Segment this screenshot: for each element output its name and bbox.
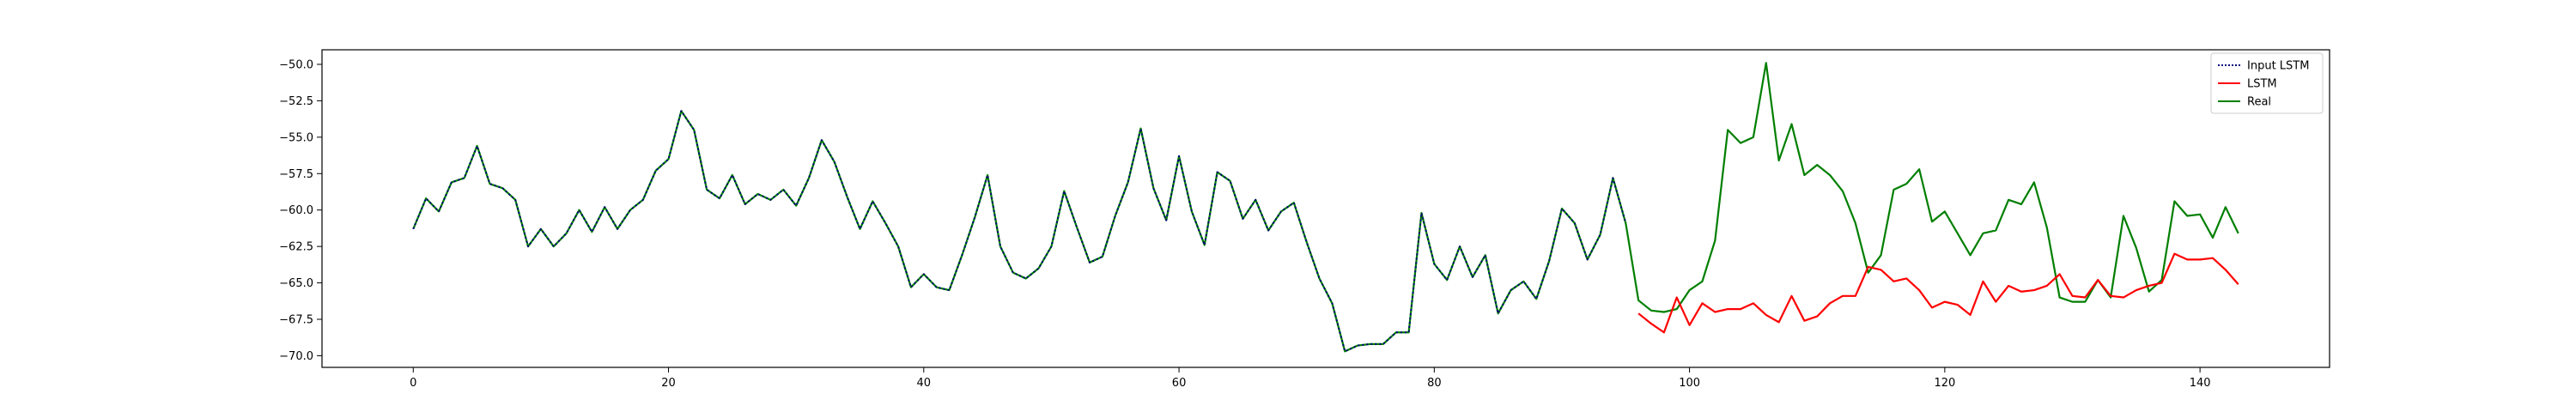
y-tick-label: −60.0 — [279, 204, 313, 217]
x-tick-label: 0 — [410, 377, 416, 390]
legend-label: Input LSTM — [2247, 60, 2309, 73]
x-tick-label: 60 — [1172, 377, 1187, 390]
series-line-real — [412, 62, 2239, 353]
y-tick-label: −62.5 — [279, 241, 313, 254]
y-tick-label: −50.0 — [279, 58, 313, 71]
legend-label: Real — [2247, 96, 2271, 109]
series-layer — [412, 62, 2239, 353]
series-line-input-lstm — [412, 110, 1627, 353]
x-tick-label: 120 — [1934, 377, 1955, 390]
x-tick-label: 140 — [2190, 377, 2211, 390]
legend: Input LSTM LSTM Real — [2210, 52, 2324, 114]
x-tick-label: 20 — [661, 377, 676, 390]
x-tick-label: 100 — [1679, 377, 1700, 390]
series-line-lstm — [1637, 252, 2239, 334]
y-tick-label: −65.0 — [279, 277, 313, 290]
y-tick-label: −57.5 — [279, 168, 313, 181]
y-tick-label: −67.5 — [279, 313, 313, 326]
axes-frame — [321, 49, 2330, 368]
x-tick-label: 80 — [1427, 377, 1442, 390]
axes-background — [322, 50, 2330, 367]
x-axis: 0 20 40 60 80 100 120 140 — [410, 367, 2211, 390]
y-tick-label: −52.5 — [279, 95, 313, 108]
y-tick-label: −55.0 — [279, 131, 313, 144]
legend-frame — [2210, 52, 2324, 114]
x-tick-label: 40 — [917, 377, 932, 390]
plot-area — [321, 49, 2330, 368]
y-axis: −50.0 −52.5 −55.0 −57.5 −60.0 −62.5 −65.0 −67.5… — [279, 58, 322, 363]
legend-label: LSTM — [2247, 78, 2277, 91]
y-tick-label: −70.0 — [279, 350, 313, 363]
